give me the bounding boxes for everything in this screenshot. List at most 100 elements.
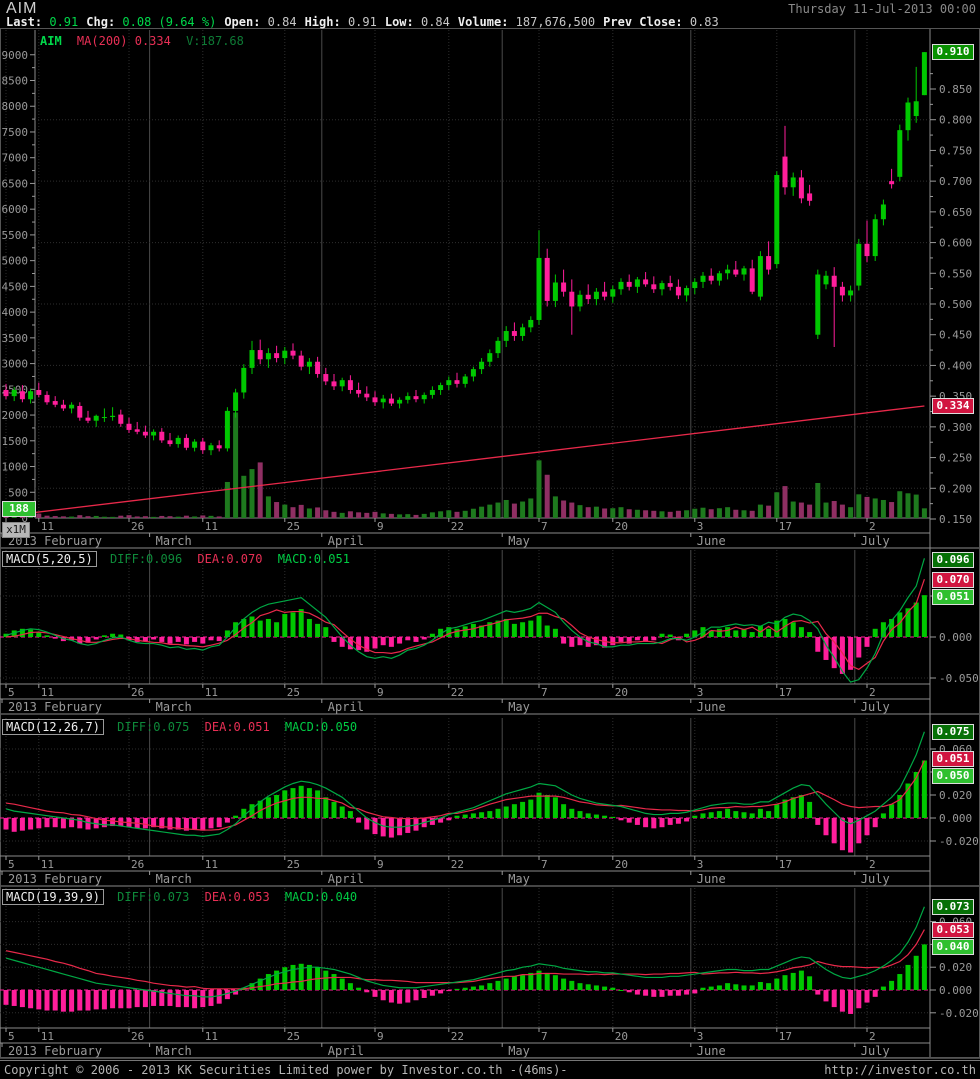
- datetime-label: Thursday 11-Jul-2013 00:00: [788, 2, 976, 16]
- svg-text:7: 7: [541, 520, 548, 533]
- svg-text:9: 9: [377, 858, 384, 871]
- current-volume-badge: 188: [2, 501, 36, 518]
- macd3-plot[interactable]: [0, 888, 930, 1028]
- svg-text:0.500: 0.500: [939, 298, 972, 311]
- svg-text:11: 11: [41, 520, 54, 533]
- svg-text:April: April: [328, 872, 364, 886]
- svg-text:11: 11: [41, 1030, 54, 1043]
- macd-panel-2: [0, 718, 930, 856]
- macd2-badge-1: 0.051: [932, 751, 974, 768]
- svg-text:3: 3: [697, 858, 704, 871]
- macd1-badge-2: 0.051: [932, 588, 974, 605]
- svg-text:-0.050: -0.050: [939, 672, 979, 685]
- svg-text:4500: 4500: [2, 280, 29, 293]
- macd3-diff-label: DIFF:0.073: [117, 890, 190, 904]
- svg-text:0.250: 0.250: [939, 452, 972, 465]
- svg-text:May: May: [508, 1044, 530, 1058]
- svg-text:20: 20: [615, 1030, 628, 1043]
- svg-text:7000: 7000: [2, 152, 29, 165]
- svg-text:April: April: [328, 534, 364, 548]
- svg-text:May: May: [508, 534, 530, 548]
- svg-text:26: 26: [131, 686, 144, 699]
- svg-text:26: 26: [131, 858, 144, 871]
- svg-text:July: July: [861, 872, 890, 886]
- svg-text:0.300: 0.300: [939, 421, 972, 434]
- main-price-axis: 0.850 0.800 0.750 0.700 0.650 0.600 0.550 0.500…: [930, 73, 972, 526]
- svg-text:0.750: 0.750: [939, 144, 972, 157]
- main-chart-plot[interactable]: [35, 30, 930, 518]
- svg-text:0.700: 0.700: [939, 175, 972, 188]
- symbol-title: AIM: [6, 0, 38, 17]
- svg-text:6500: 6500: [2, 177, 29, 190]
- macd2-plot[interactable]: [0, 718, 930, 856]
- svg-text:0.000: 0.000: [939, 631, 972, 644]
- svg-text:5: 5: [8, 686, 15, 699]
- stat-chg: Chg: 0.08 (9.64 %): [86, 15, 217, 29]
- svg-text:0.020: 0.020: [939, 789, 972, 802]
- svg-text:0.020: 0.020: [939, 961, 972, 974]
- svg-text:March: March: [156, 1044, 192, 1058]
- stat-open: Open: 0.84: [224, 15, 297, 29]
- svg-text:May: May: [508, 872, 530, 886]
- svg-text:3: 3: [697, 1030, 704, 1043]
- svg-text:0.200: 0.200: [939, 482, 972, 495]
- svg-text:5: 5: [8, 1030, 15, 1043]
- svg-text:June: June: [697, 872, 726, 886]
- svg-text:7: 7: [541, 686, 548, 699]
- candles-layer: [3, 52, 927, 456]
- macd1-plot[interactable]: [0, 550, 930, 684]
- macd2-badge-2: 0.050: [932, 768, 974, 785]
- footer: Copyright © 2006 - 2013 KK Securities Li…: [0, 1060, 980, 1079]
- macd1-title: MACD(5,20,5): [2, 551, 97, 567]
- svg-text:June: June: [697, 700, 726, 714]
- svg-text:2000: 2000: [2, 409, 29, 422]
- stat-low: Low: 0.84: [384, 15, 450, 29]
- macd1-header: MACD(5,20,5) DIFF:0.096 DEA:0.070 MACD:0…: [2, 551, 350, 567]
- svg-text:2013 February: 2013 February: [8, 1044, 102, 1058]
- ma200-value-badge: 0.334: [932, 397, 974, 414]
- svg-text:0.600: 0.600: [939, 237, 972, 250]
- svg-text:2013 February: 2013 February: [8, 872, 102, 886]
- svg-text:0.400: 0.400: [939, 359, 972, 372]
- svg-text:8500: 8500: [2, 74, 29, 87]
- svg-text:11: 11: [205, 520, 218, 533]
- svg-text:March: March: [156, 872, 192, 886]
- macd2-title: MACD(12,26,7): [2, 719, 104, 735]
- svg-text:1000: 1000: [2, 461, 29, 474]
- svg-text:25: 25: [287, 520, 300, 533]
- svg-text:July: July: [861, 1044, 890, 1058]
- svg-text:9: 9: [377, 1030, 384, 1043]
- macd-panel-1: [0, 550, 930, 684]
- svg-text:3: 3: [697, 520, 704, 533]
- main-chart-legend: AIM MA(200) 0.334 V:187.68: [40, 34, 244, 48]
- svg-text:9000: 9000: [2, 49, 29, 62]
- macd3-badge-1: 0.053: [932, 921, 974, 938]
- svg-text:22: 22: [451, 858, 464, 871]
- svg-text:June: June: [697, 1044, 726, 1058]
- svg-text:0.850: 0.850: [939, 83, 972, 96]
- svg-text:3500: 3500: [2, 332, 29, 345]
- macd2-macd-label: MACD:0.050: [284, 720, 358, 734]
- svg-text:20: 20: [615, 520, 628, 533]
- macd1-badge-0: 0.096: [932, 552, 974, 568]
- svg-text:22: 22: [451, 686, 464, 699]
- macd1-dea-label: DEA:0.070: [197, 552, 263, 566]
- macd1-macd-label: MACD:0.051: [277, 552, 350, 566]
- macd2-dea-label: DEA:0.051: [204, 720, 270, 734]
- svg-text:0.000: 0.000: [939, 812, 972, 825]
- svg-text:3: 3: [697, 686, 704, 699]
- macd3-dea-label: DEA:0.053: [204, 890, 270, 904]
- macd3-badge-0: 0.073: [932, 898, 974, 915]
- svg-text:22: 22: [451, 520, 464, 533]
- svg-text:17: 17: [779, 686, 792, 699]
- svg-text:26: 26: [131, 520, 144, 533]
- macd1-diff-label: DIFF:0.096: [109, 552, 183, 566]
- stat-prevclose: Prev Close: 0.83: [603, 15, 719, 29]
- stat-volume: Volume: 187,676,500: [457, 15, 596, 29]
- macd3-badge-2: 0.040: [932, 938, 974, 955]
- svg-text:17: 17: [779, 520, 792, 533]
- svg-text:8000: 8000: [2, 100, 29, 113]
